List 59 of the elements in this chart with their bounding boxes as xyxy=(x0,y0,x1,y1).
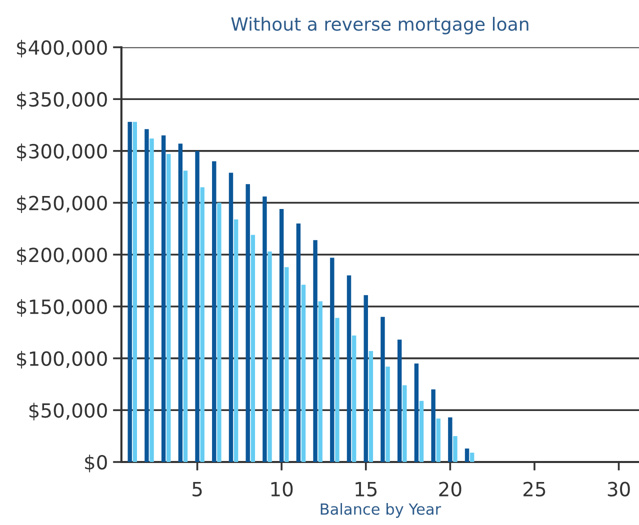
y-tick-label: $300,000 xyxy=(17,144,107,162)
bar xyxy=(250,234,256,462)
y-tick-label: $400,000 xyxy=(17,40,107,58)
x-tick-label: 30 xyxy=(608,482,630,496)
y-tick-label: $250,000 xyxy=(17,195,107,214)
bar xyxy=(402,385,407,462)
x-tick-label: 5 xyxy=(192,482,202,496)
bar xyxy=(301,284,306,462)
bar xyxy=(228,172,234,462)
bar xyxy=(161,135,166,462)
bar xyxy=(318,301,322,462)
x-tick-label: 25 xyxy=(524,482,546,496)
bar xyxy=(132,122,138,462)
y-tick-label: $150,000 xyxy=(17,299,107,317)
bar xyxy=(217,202,222,462)
bar xyxy=(279,209,284,462)
bar xyxy=(200,187,204,462)
bar xyxy=(419,400,424,462)
bar xyxy=(436,418,440,462)
bar xyxy=(183,170,188,462)
chart-title: Without a reverse mortgage loan xyxy=(231,16,528,34)
bar xyxy=(464,448,470,462)
bar xyxy=(448,417,452,462)
y-tick-label: $200,000 xyxy=(17,247,107,265)
bar xyxy=(166,154,171,462)
y-tick-label: $0 xyxy=(85,454,107,472)
bar xyxy=(470,452,474,462)
bar xyxy=(296,224,301,462)
bar xyxy=(368,351,374,462)
bar xyxy=(335,318,340,462)
bar xyxy=(313,240,318,462)
bar xyxy=(453,436,458,462)
bar xyxy=(246,184,250,462)
bar xyxy=(234,219,238,462)
bar xyxy=(414,363,419,462)
x-axis-title: Balance by Year xyxy=(320,503,442,518)
y-tick-label: $50,000 xyxy=(29,402,107,420)
bar xyxy=(144,129,149,462)
bar xyxy=(364,295,368,462)
bar xyxy=(380,316,385,462)
bar xyxy=(128,122,132,462)
bar xyxy=(262,196,267,462)
bar xyxy=(212,161,216,462)
bar xyxy=(195,150,200,462)
y-tick-label: $350,000 xyxy=(17,92,107,110)
bar xyxy=(178,144,183,462)
bar xyxy=(284,267,289,462)
bar xyxy=(386,366,390,462)
y-tick-label: $100,000 xyxy=(17,350,107,369)
bar xyxy=(431,389,436,462)
bar xyxy=(330,258,334,462)
bar xyxy=(346,275,352,462)
x-tick-label: 20 xyxy=(439,482,462,496)
x-tick-label: 10 xyxy=(271,482,293,496)
bar xyxy=(352,336,356,462)
x-tick-label: 15 xyxy=(356,482,377,496)
bar xyxy=(150,138,154,462)
bar xyxy=(268,252,272,462)
bar xyxy=(397,340,402,462)
